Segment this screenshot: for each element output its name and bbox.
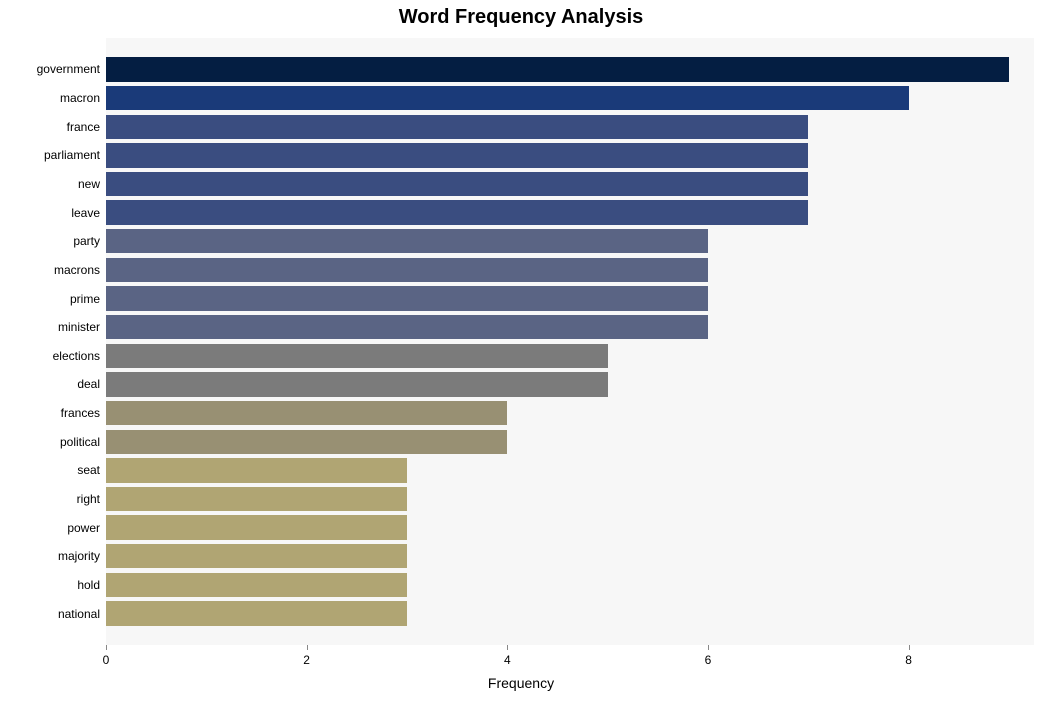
bar-majority: [106, 544, 407, 568]
y-label-seat: seat: [0, 463, 100, 477]
y-label-new: new: [0, 177, 100, 191]
bar-leave: [106, 200, 808, 224]
chart-title: Word Frequency Analysis: [0, 6, 1042, 29]
bar-power: [106, 515, 407, 539]
bar-deal: [106, 372, 608, 396]
bar-france: [106, 115, 808, 139]
bar-prime: [106, 286, 708, 310]
y-label-hold: hold: [0, 578, 100, 592]
y-label-majority: majority: [0, 549, 100, 563]
bar-political: [106, 430, 507, 454]
bar-seat: [106, 458, 407, 482]
y-label-power: power: [0, 521, 100, 535]
x-tick-label: 8: [905, 653, 912, 667]
y-label-minister: minister: [0, 320, 100, 334]
bar-right: [106, 487, 407, 511]
bars-layer: [106, 38, 1034, 645]
y-label-leave: leave: [0, 206, 100, 220]
bar-frances: [106, 401, 507, 425]
bar-hold: [106, 573, 407, 597]
plot-area: [106, 38, 1034, 645]
bar-party: [106, 229, 708, 253]
y-label-elections: elections: [0, 349, 100, 363]
bar-government: [106, 57, 1009, 81]
x-axis-label: Frequency: [0, 675, 1042, 691]
bar-new: [106, 172, 808, 196]
y-label-macron: macron: [0, 91, 100, 105]
y-label-parliament: parliament: [0, 148, 100, 162]
y-label-government: government: [0, 62, 100, 76]
y-label-prime: prime: [0, 292, 100, 306]
bar-macron: [106, 86, 909, 110]
y-label-right: right: [0, 492, 100, 506]
y-label-political: political: [0, 435, 100, 449]
y-label-deal: deal: [0, 377, 100, 391]
bar-parliament: [106, 143, 808, 167]
y-label-france: france: [0, 120, 100, 134]
bar-elections: [106, 344, 608, 368]
y-label-party: party: [0, 234, 100, 248]
x-tick-label: 4: [504, 653, 511, 667]
x-tick-label: 2: [303, 653, 310, 667]
word-frequency-chart: Word Frequency Analysis Frequency govern…: [0, 0, 1042, 701]
y-label-macrons: macrons: [0, 263, 100, 277]
x-tick-label: 6: [705, 653, 712, 667]
bar-national: [106, 601, 407, 625]
y-label-national: national: [0, 607, 100, 621]
bar-minister: [106, 315, 708, 339]
y-label-frances: frances: [0, 406, 100, 420]
bar-macrons: [106, 258, 708, 282]
x-tick-label: 0: [103, 653, 110, 667]
